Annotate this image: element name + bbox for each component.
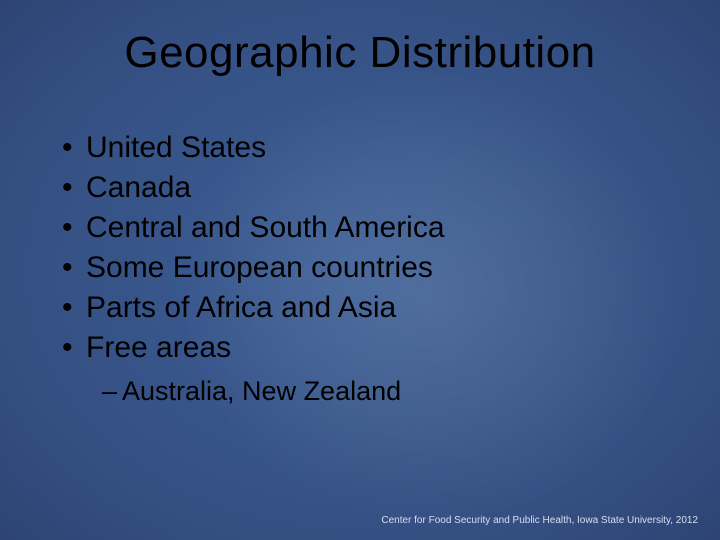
- bullet-item: Free areas: [62, 328, 680, 368]
- sub-bullet-list: Australia, New Zealand: [62, 372, 680, 410]
- slide-footer: Center for Food Security and Public Heal…: [381, 515, 698, 526]
- bullet-list: United States Canada Central and South A…: [62, 128, 680, 368]
- bullet-item: Canada: [62, 168, 680, 208]
- bullet-item: United States: [62, 128, 680, 168]
- slide-title: Geographic Distribution: [0, 28, 720, 78]
- slide: Geographic Distribution United States Ca…: [0, 0, 720, 540]
- sub-bullet-item: Australia, New Zealand: [102, 372, 680, 410]
- bullet-item: Some European countries: [62, 248, 680, 288]
- bullet-item: Central and South America: [62, 208, 680, 248]
- slide-body: United States Canada Central and South A…: [62, 128, 680, 410]
- bullet-item: Parts of Africa and Asia: [62, 288, 680, 328]
